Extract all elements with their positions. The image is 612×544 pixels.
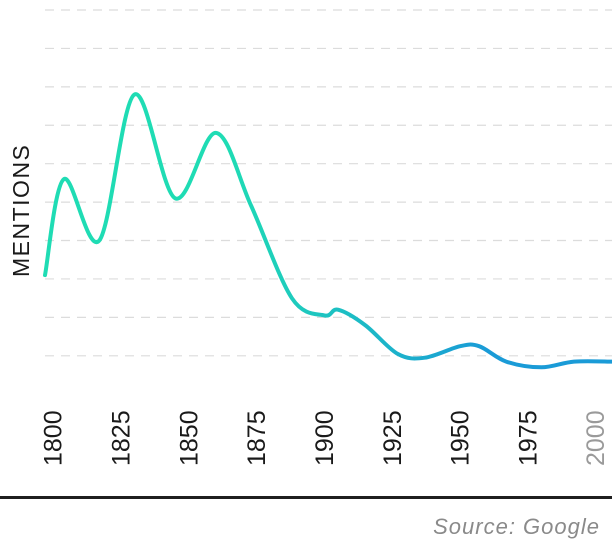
y-axis-label: MENTIONS	[8, 144, 34, 277]
grid-lines	[45, 9, 612, 357]
bottom-rule	[0, 496, 612, 499]
x-tick-label: 2000	[582, 410, 610, 466]
x-axis-ticks: 1800 1825 1850 1875 1900 1925 1950 1975 2000	[40, 410, 611, 466]
x-tick-label: 1925	[379, 410, 407, 466]
x-tick-label: 1900	[311, 410, 339, 466]
x-tick-label: 1850	[175, 410, 203, 466]
series-line	[43, 92, 612, 370]
x-tick-label: 1975	[514, 410, 542, 466]
source-note: Source: Google	[433, 514, 600, 539]
x-tick-label: 1950	[447, 410, 475, 466]
x-tick-label: 1800	[40, 410, 68, 466]
x-tick-label: 1875	[243, 410, 271, 466]
x-tick-label: 1825	[108, 410, 136, 466]
